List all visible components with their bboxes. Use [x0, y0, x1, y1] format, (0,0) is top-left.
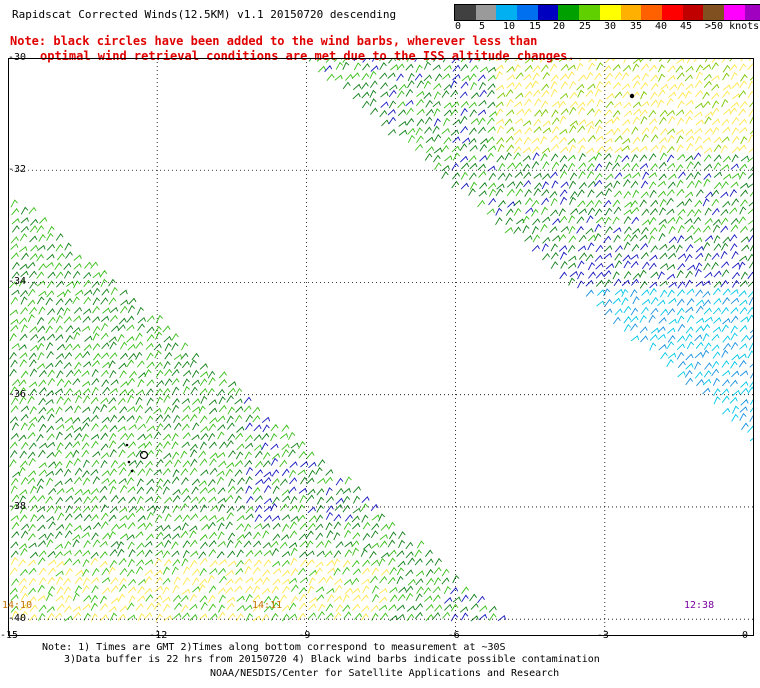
colorbar-label: 0: [455, 21, 462, 32]
footer-credit: NOAA/NESDIS/Center for Satellite Applica…: [210, 668, 560, 679]
longitude-label: -3: [596, 630, 609, 641]
pass-time-label: 14:11: [252, 600, 283, 611]
altitude-note-line2: optimal wind retrieval conditions are me…: [40, 49, 575, 63]
colorbar-swatch: [661, 5, 683, 20]
colorbar-swatch: [558, 5, 580, 20]
map-gridlines: [8, 58, 754, 636]
pass-time-label: 12:38: [684, 600, 715, 611]
latitude-label: -40: [8, 613, 27, 625]
contamination-markers: [125, 93, 635, 473]
flag-circle-4: [125, 443, 129, 447]
flag-circle-1: [629, 93, 635, 99]
colorbar-swatch: [455, 5, 476, 20]
colorbar-swatch: [537, 5, 559, 20]
colorbar-swatch: [641, 5, 662, 20]
longitude-label: -9: [298, 630, 311, 641]
wind-barb-group: [585, 288, 754, 431]
colorbar-swatch: [723, 5, 745, 20]
colorbar-label: 10: [503, 21, 516, 32]
longitude-label: -12: [149, 630, 168, 641]
wind-barb-group: [596, 287, 754, 442]
map-title: Rapidscat Corrected Winds(12.5KM) v1.1 2…: [12, 8, 397, 21]
colorbar-label: 25: [579, 21, 592, 32]
colorbar-label: 15: [529, 21, 542, 32]
latitude-label: -38: [8, 500, 27, 512]
colorbar-label: 40: [655, 21, 668, 32]
colorbar-label: 5: [479, 21, 486, 32]
wind-barbs: [9, 58, 754, 622]
wind-barb-group: [243, 58, 754, 622]
colorbar-label: 20: [553, 21, 566, 32]
colorbar-label: 35: [630, 21, 643, 32]
map-frame: [8, 58, 754, 636]
footer-note-line1: Note: 1) Times are GMT 2)Times along bot…: [42, 642, 506, 653]
colorbar-label: 45: [680, 21, 693, 32]
colorbar-swatch: [620, 5, 642, 20]
colorbar-swatch: [496, 5, 518, 20]
pass-time-label: 14:10: [2, 600, 33, 611]
wind-barb-group: [9, 58, 754, 622]
flag-circle-3: [127, 460, 131, 464]
longitude-label: 0: [742, 630, 749, 641]
colorbar-swatch: [703, 5, 724, 20]
wind-barb-group: [9, 58, 754, 622]
colorbar-swatch: [475, 5, 497, 20]
flag-circle-2: [139, 450, 149, 460]
wind-barb-map: [8, 58, 754, 636]
colorbar-label: 30: [604, 21, 617, 32]
colorbar-swatch: [599, 5, 621, 20]
wind-barb-group: [495, 58, 754, 154]
longitude-label: -6: [447, 630, 460, 641]
latitude-label: -30: [8, 52, 27, 63]
latitude-label: -32: [8, 164, 27, 176]
colorbar-swatch: [744, 5, 760, 20]
colorbar-swatch: [682, 5, 704, 20]
wind-speed-colorbar: [454, 4, 760, 21]
wind-barb-group: [9, 58, 754, 622]
footer-note-line2: 3)Data buffer is 22 hrs from 20150720 4)…: [64, 654, 600, 665]
longitude-label: -15: [0, 630, 19, 641]
colorbar-label: >50 knots: [705, 21, 760, 32]
flag-circle-5: [130, 469, 134, 473]
colorbar-swatch: [517, 5, 538, 20]
altitude-note-line1: Note: black circles have been added to t…: [10, 34, 538, 48]
latitude-label: -36: [8, 388, 27, 400]
colorbar-swatch: [579, 5, 600, 20]
latitude-label: -34: [8, 276, 27, 288]
